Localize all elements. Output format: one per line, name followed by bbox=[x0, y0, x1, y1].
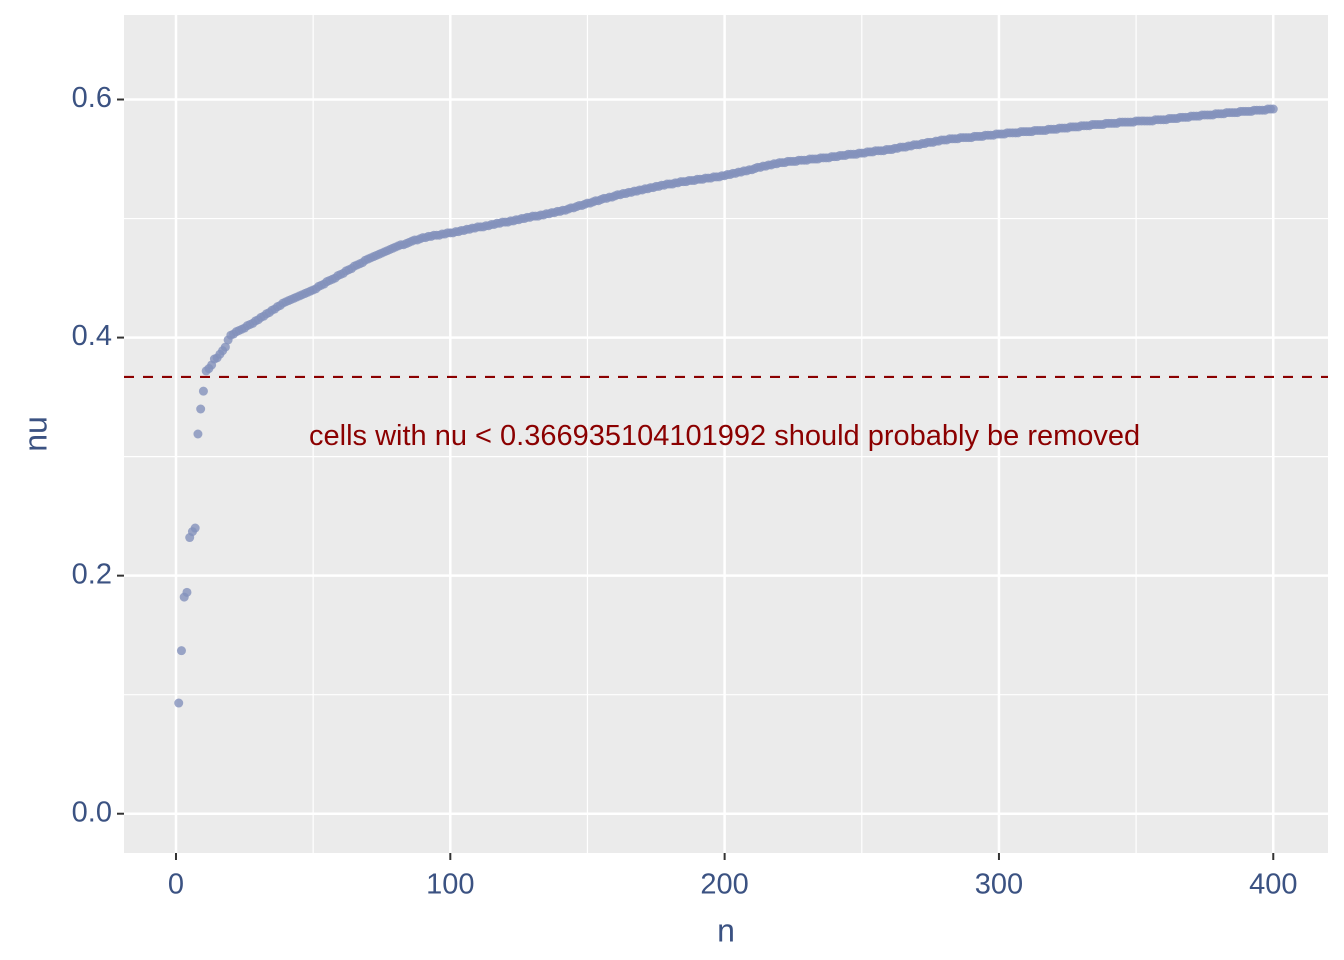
x-tick-label: 300 bbox=[975, 869, 1023, 901]
y-tick-label: 0.0 bbox=[72, 796, 112, 828]
point bbox=[182, 587, 192, 597]
y-tick-label: 0.2 bbox=[72, 558, 112, 590]
point bbox=[174, 698, 184, 708]
x-tick-label: 100 bbox=[426, 869, 474, 901]
y-axis-title: nu bbox=[17, 416, 53, 452]
point bbox=[1268, 104, 1278, 114]
annotation: cells with nu < 0.366935104101992 should… bbox=[309, 420, 1140, 452]
point bbox=[176, 646, 186, 656]
y-tick-label: 0.6 bbox=[72, 82, 112, 114]
point bbox=[193, 429, 203, 439]
point bbox=[220, 342, 230, 352]
panel bbox=[124, 15, 1328, 853]
x-tick-label: 400 bbox=[1249, 869, 1297, 901]
x-tick-label: 200 bbox=[700, 869, 748, 901]
point bbox=[190, 523, 200, 533]
point bbox=[198, 386, 208, 396]
x-tick-label: 0 bbox=[168, 869, 184, 901]
x-axis-title: n bbox=[717, 912, 735, 948]
point bbox=[196, 404, 206, 414]
y-tick-label: 0.4 bbox=[72, 320, 112, 352]
